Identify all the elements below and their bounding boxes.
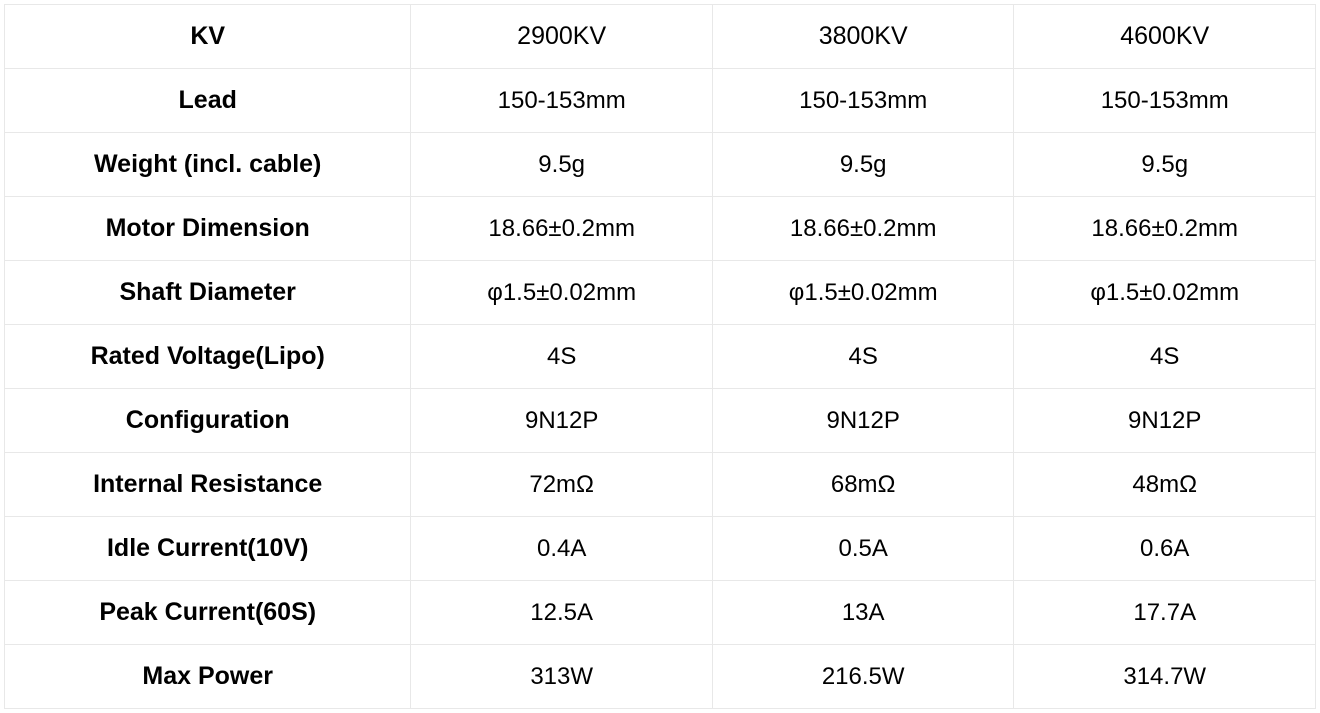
- table-row: Internal Resistance 72mΩ 68mΩ 48mΩ: [5, 453, 1316, 517]
- table-row: Idle Current(10V) 0.4A 0.5A 0.6A: [5, 517, 1316, 581]
- data-cell: 9.5g: [1014, 133, 1316, 197]
- data-cell: 4S: [1014, 325, 1316, 389]
- row-header-cell: Peak Current(60S): [5, 581, 411, 645]
- data-cell: 4600KV: [1014, 5, 1316, 69]
- data-cell: 314.7W: [1014, 645, 1316, 709]
- data-cell: 9N12P: [1014, 389, 1316, 453]
- spec-table: KV 2900KV 3800KV 4600KV Lead 150-153mm 1…: [4, 4, 1316, 709]
- row-header-cell: KV: [5, 5, 411, 69]
- data-cell: 4S: [712, 325, 1014, 389]
- table-row: KV 2900KV 3800KV 4600KV: [5, 5, 1316, 69]
- row-header-cell: Shaft Diameter: [5, 261, 411, 325]
- data-cell: 13A: [712, 581, 1014, 645]
- data-cell: 9N12P: [411, 389, 713, 453]
- data-cell: 72mΩ: [411, 453, 713, 517]
- row-header-cell: Weight (incl. cable): [5, 133, 411, 197]
- row-header-cell: Lead: [5, 69, 411, 133]
- data-cell: 0.4A: [411, 517, 713, 581]
- table-row: Configuration 9N12P 9N12P 9N12P: [5, 389, 1316, 453]
- row-header-cell: Configuration: [5, 389, 411, 453]
- data-cell: 2900KV: [411, 5, 713, 69]
- row-header-cell: Max Power: [5, 645, 411, 709]
- data-cell: 9.5g: [712, 133, 1014, 197]
- table-row: Shaft Diameter φ1.5±0.02mm φ1.5±0.02mm φ…: [5, 261, 1316, 325]
- data-cell: 48mΩ: [1014, 453, 1316, 517]
- data-cell: φ1.5±0.02mm: [411, 261, 713, 325]
- data-cell: 9.5g: [411, 133, 713, 197]
- data-cell: φ1.5±0.02mm: [712, 261, 1014, 325]
- data-cell: 216.5W: [712, 645, 1014, 709]
- data-cell: 150-153mm: [1014, 69, 1316, 133]
- data-cell: 0.6A: [1014, 517, 1316, 581]
- data-cell: 17.7A: [1014, 581, 1316, 645]
- table-row: Motor Dimension 18.66±0.2mm 18.66±0.2mm …: [5, 197, 1316, 261]
- data-cell: 18.66±0.2mm: [411, 197, 713, 261]
- table-row: Lead 150-153mm 150-153mm 150-153mm: [5, 69, 1316, 133]
- data-cell: 313W: [411, 645, 713, 709]
- table-row: Rated Voltage(Lipo) 4S 4S 4S: [5, 325, 1316, 389]
- data-cell: 150-153mm: [411, 69, 713, 133]
- data-cell: 18.66±0.2mm: [1014, 197, 1316, 261]
- table-row: Peak Current(60S) 12.5A 13A 17.7A: [5, 581, 1316, 645]
- data-cell: 18.66±0.2mm: [712, 197, 1014, 261]
- data-cell: φ1.5±0.02mm: [1014, 261, 1316, 325]
- row-header-cell: Internal Resistance: [5, 453, 411, 517]
- data-cell: 4S: [411, 325, 713, 389]
- data-cell: 3800KV: [712, 5, 1014, 69]
- data-cell: 12.5A: [411, 581, 713, 645]
- data-cell: 68mΩ: [712, 453, 1014, 517]
- row-header-cell: Motor Dimension: [5, 197, 411, 261]
- data-cell: 0.5A: [712, 517, 1014, 581]
- data-cell: 9N12P: [712, 389, 1014, 453]
- row-header-cell: Rated Voltage(Lipo): [5, 325, 411, 389]
- data-cell: 150-153mm: [712, 69, 1014, 133]
- row-header-cell: Idle Current(10V): [5, 517, 411, 581]
- table-row: Weight (incl. cable) 9.5g 9.5g 9.5g: [5, 133, 1316, 197]
- table-row: Max Power 313W 216.5W 314.7W: [5, 645, 1316, 709]
- spec-table-body: KV 2900KV 3800KV 4600KV Lead 150-153mm 1…: [5, 5, 1316, 709]
